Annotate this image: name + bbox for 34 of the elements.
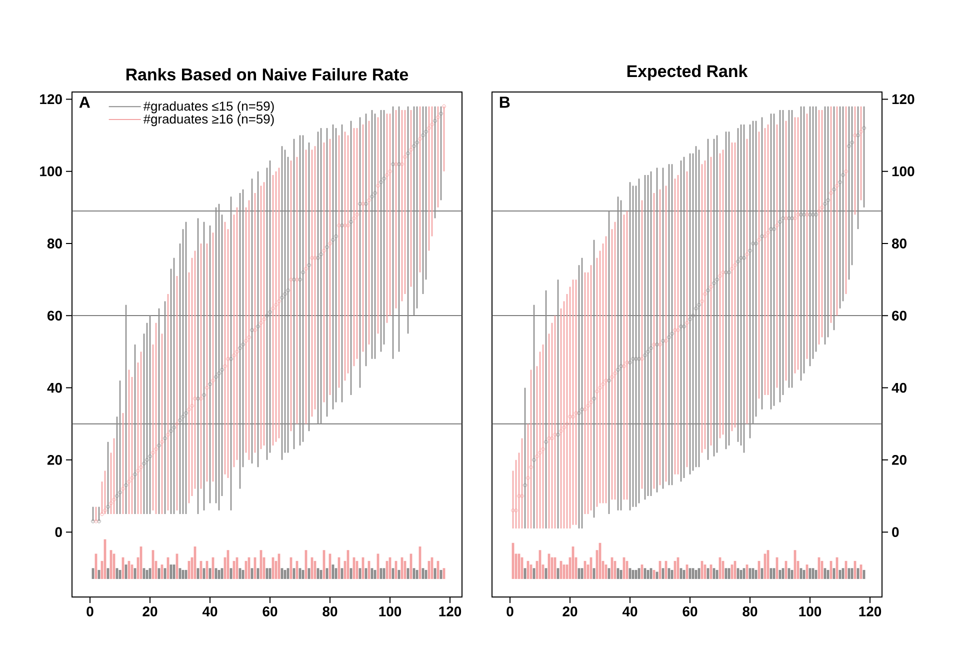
x-tick-label: 20 (562, 606, 578, 616)
y-tick-label: 0 (55, 527, 62, 538)
x-tick-label: 80 (322, 606, 338, 616)
annotation: B (500, 96, 510, 108)
x-tick-label: 100 (379, 606, 402, 616)
x-tick-label: 60 (682, 606, 698, 616)
y-tick-label: 40 (47, 382, 62, 393)
y2-tick-label: 120 (892, 94, 914, 104)
x-tick-label: 120 (439, 606, 462, 616)
y-tick-label: 100 (40, 166, 62, 176)
x-tick-label: 0 (506, 606, 514, 616)
y2-tick-label: 0 (892, 527, 899, 538)
y2-tick-label: 20 (892, 454, 906, 465)
legend-label: #graduates ≤15 (n=59) (143, 101, 274, 114)
y2-tick-label: 60 (892, 310, 906, 321)
x-tick-label: 120 (859, 606, 882, 616)
x-tick-label: 60 (262, 606, 278, 616)
chart-title: Expected Rank (627, 64, 748, 80)
y-tick-label: 60 (47, 310, 62, 321)
x-tick-label: 20 (142, 606, 158, 616)
y2-tick-label: 80 (892, 238, 906, 248)
x-tick-label: 40 (202, 606, 218, 616)
y-tick-label: 80 (47, 238, 62, 248)
x-tick-label: 40 (622, 606, 638, 616)
annotation: A (79, 96, 90, 108)
legend-label: #graduates ≥16 (n=59) (143, 114, 274, 126)
chart-title: Ranks Based on Naive Failure Rate (126, 68, 408, 81)
x-tick-label: 100 (799, 606, 822, 616)
x-tick-label: 80 (742, 606, 758, 616)
x-tick-label: 0 (86, 606, 94, 616)
y-tick-label: 20 (47, 454, 62, 465)
y2-tick-label: 100 (892, 166, 914, 176)
y2-tick-label: 40 (892, 382, 906, 393)
y-tick-label: 120 (40, 94, 62, 104)
